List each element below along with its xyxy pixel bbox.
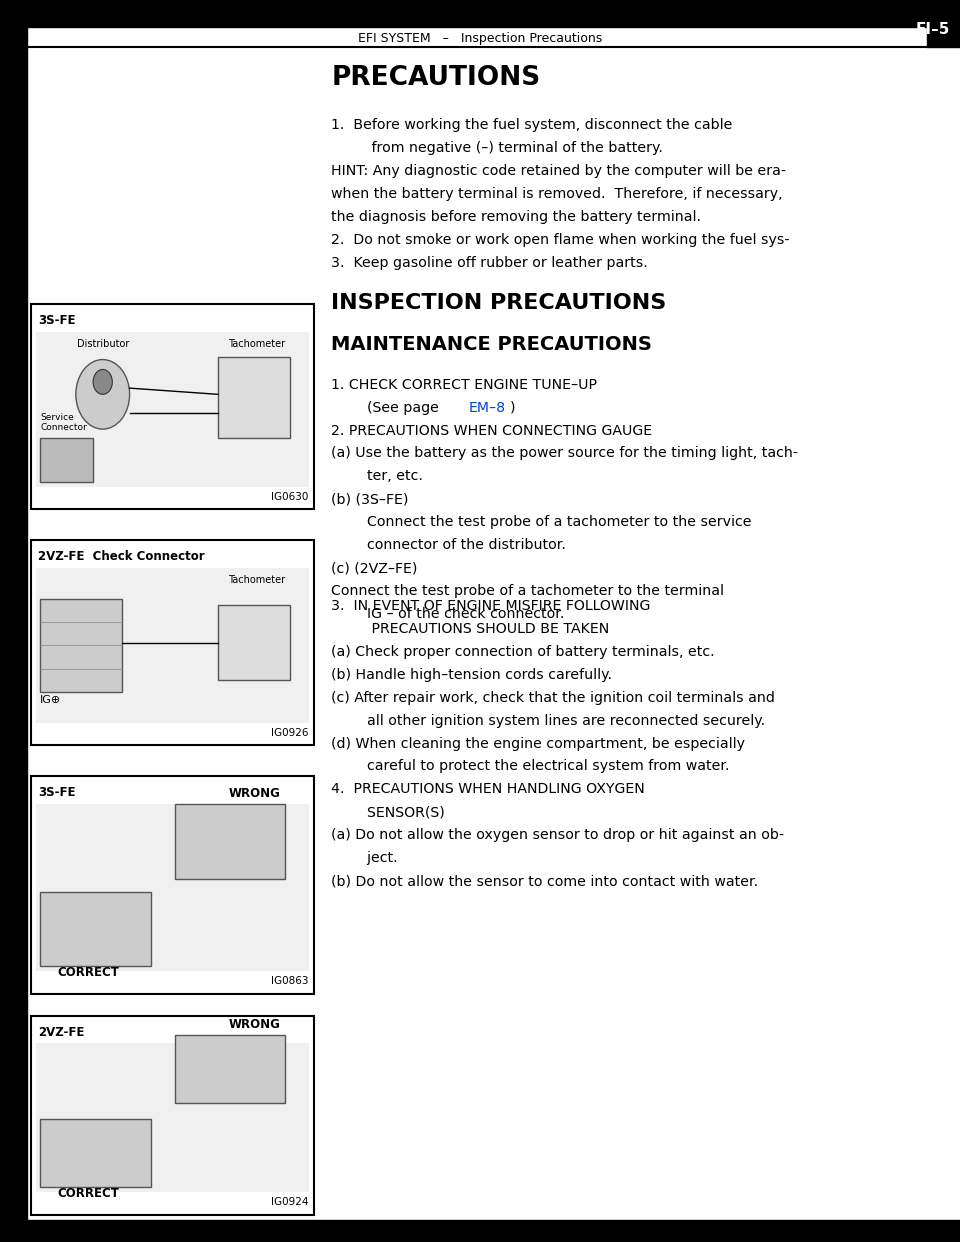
Text: IG0863: IG0863 (271, 976, 308, 986)
Bar (36, 804, 309, 971)
Bar (0, 0, 27, 1242)
Text: 2. PRECAUTIONS WHEN CONNECTING GAUGE: 2. PRECAUTIONS WHEN CONNECTING GAUGE (331, 424, 653, 437)
Bar (0, 1220, 960, 1242)
Text: PRECAUTIONS SHOULD BE TAKEN: PRECAUTIONS SHOULD BE TAKEN (331, 621, 610, 636)
Bar (31, 776, 314, 994)
Text: 2VZ-FE: 2VZ-FE (38, 1026, 84, 1038)
Text: carmanualsonline.info: carmanualsonline.info (415, 1223, 545, 1236)
Text: CORRECT: CORRECT (58, 1187, 119, 1200)
Text: all other ignition system lines are reconnected securely.: all other ignition system lines are reco… (331, 713, 765, 728)
Text: IG⊕: IG⊕ (40, 694, 61, 705)
Text: EM–8: EM–8 (468, 400, 506, 415)
Text: (d) When cleaning the engine compartment, be especially: (d) When cleaning the engine compartment… (331, 737, 745, 750)
Bar (218, 606, 290, 681)
Bar (31, 304, 314, 509)
Text: 4.  PRECAUTIONS WHEN HANDLING OXYGEN: 4. PRECAUTIONS WHEN HANDLING OXYGEN (331, 782, 645, 796)
Bar (36, 332, 309, 487)
Text: (a) Use the battery as the power source for the timing light, tach-: (a) Use the battery as the power source … (331, 446, 799, 461)
Bar (40, 1119, 151, 1187)
Bar (36, 1043, 309, 1192)
Text: (b) (3S–FE): (b) (3S–FE) (331, 492, 409, 507)
Text: IG0630: IG0630 (271, 492, 308, 502)
Text: 3S-FE: 3S-FE (38, 314, 76, 327)
Text: 3.  Keep gasoline off rubber or leather parts.: 3. Keep gasoline off rubber or leather p… (331, 256, 648, 270)
Text: ter, etc.: ter, etc. (331, 469, 423, 483)
Circle shape (93, 369, 112, 394)
Bar (31, 540, 314, 745)
Bar (175, 805, 285, 879)
Text: ): ) (510, 400, 516, 415)
Text: ject.: ject. (331, 852, 397, 866)
Text: SENSOR(S): SENSOR(S) (331, 806, 444, 820)
Text: connector of the distributor.: connector of the distributor. (331, 538, 566, 553)
Circle shape (76, 360, 130, 430)
Bar (40, 438, 93, 482)
Text: 2.  Do not smoke or work open flame when working the fuel sys-: 2. Do not smoke or work open flame when … (331, 232, 790, 247)
Text: 2VZ-FE  Check Connector: 2VZ-FE Check Connector (38, 550, 205, 563)
Text: (See page: (See page (331, 400, 444, 415)
Bar (927, 0, 960, 47)
Text: Tachometer: Tachometer (228, 339, 285, 349)
Text: PRECAUTIONS: PRECAUTIONS (331, 65, 540, 91)
Text: CORRECT: CORRECT (58, 966, 119, 979)
Text: Connect the test probe of a tachometer to the service: Connect the test probe of a tachometer t… (331, 515, 752, 529)
Text: FI–5: FI–5 (916, 22, 950, 37)
Bar (218, 358, 290, 438)
Text: IG – of the check connector.: IG – of the check connector. (331, 607, 564, 621)
Text: MAINTENANCE PRECAUTIONS: MAINTENANCE PRECAUTIONS (331, 335, 652, 354)
Text: when the battery terminal is removed.  Therefore, if necessary,: when the battery terminal is removed. Th… (331, 186, 782, 201)
Text: HINT: Any diagnostic code retained by the computer will be era-: HINT: Any diagnostic code retained by th… (331, 164, 786, 178)
Text: 1. CHECK CORRECT ENGINE TUNE–UP: 1. CHECK CORRECT ENGINE TUNE–UP (331, 378, 597, 391)
Bar (0, 0, 960, 27)
Text: (b) Handle high–tension cords carefully.: (b) Handle high–tension cords carefully. (331, 668, 612, 682)
Text: WRONG: WRONG (228, 1018, 280, 1031)
Bar (175, 1035, 285, 1103)
Bar (40, 892, 151, 966)
Text: IG0926: IG0926 (271, 728, 308, 738)
Bar (31, 1016, 314, 1215)
Text: INSPECTION PRECAUTIONS: INSPECTION PRECAUTIONS (331, 293, 666, 313)
Text: EFI SYSTEM   –   Inspection Precautions: EFI SYSTEM – Inspection Precautions (358, 32, 602, 45)
Text: 1.  Before working the fuel system, disconnect the cable: 1. Before working the fuel system, disco… (331, 118, 732, 132)
Text: the diagnosis before removing the battery terminal.: the diagnosis before removing the batter… (331, 210, 701, 224)
Text: (a) Check proper connection of battery terminals, etc.: (a) Check proper connection of battery t… (331, 645, 715, 658)
Text: Distributor: Distributor (77, 339, 129, 349)
Text: (c) After repair work, check that the ignition coil terminals and: (c) After repair work, check that the ig… (331, 691, 775, 704)
Text: WRONG: WRONG (228, 787, 280, 801)
Text: careful to protect the electrical system from water.: careful to protect the electrical system… (331, 760, 730, 774)
Text: 3S-FE: 3S-FE (38, 786, 76, 799)
Text: (b) Do not allow the sensor to come into contact with water.: (b) Do not allow the sensor to come into… (331, 874, 758, 888)
Text: Tachometer: Tachometer (228, 575, 285, 585)
Text: (c) (2VZ–FE): (c) (2VZ–FE) (331, 561, 418, 575)
Text: Service
Connector: Service Connector (40, 412, 87, 432)
Text: (a) Do not allow the oxygen sensor to drop or hit against an ob-: (a) Do not allow the oxygen sensor to dr… (331, 828, 784, 842)
Bar (40, 600, 122, 693)
Bar (36, 568, 309, 723)
Text: Connect the test probe of a tachometer to the terminal: Connect the test probe of a tachometer t… (331, 584, 724, 599)
Text: IG0924: IG0924 (271, 1197, 308, 1207)
Text: from negative (–) terminal of the battery.: from negative (–) terminal of the batter… (331, 140, 663, 155)
Text: 3.  IN EVENT OF ENGINE MISFIRE FOLLOWING: 3. IN EVENT OF ENGINE MISFIRE FOLLOWING (331, 599, 651, 612)
